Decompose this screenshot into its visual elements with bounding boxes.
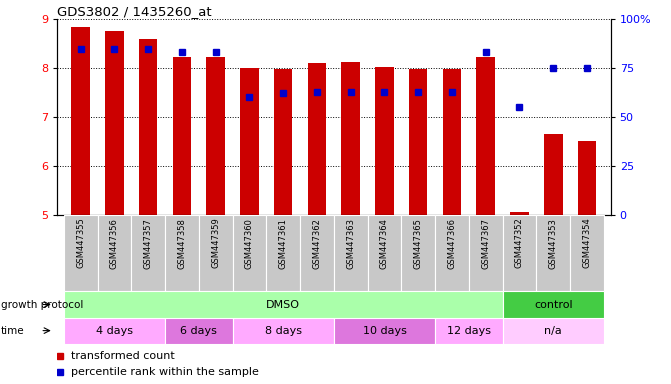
Bar — [71, 26, 90, 215]
Bar — [503, 318, 604, 344]
Text: transformed count: transformed count — [71, 351, 174, 361]
Text: percentile rank within the sample: percentile rank within the sample — [71, 367, 259, 377]
Text: GSM447366: GSM447366 — [448, 218, 456, 269]
Text: GSM447358: GSM447358 — [177, 218, 187, 268]
Bar — [240, 68, 259, 215]
Text: GSM447360: GSM447360 — [245, 218, 254, 268]
Bar — [308, 63, 326, 215]
Text: growth protocol: growth protocol — [1, 300, 83, 310]
Text: n/a: n/a — [544, 326, 562, 336]
Text: GSM447355: GSM447355 — [76, 218, 85, 268]
Bar — [165, 318, 233, 344]
Bar — [132, 215, 165, 291]
Text: GSM447367: GSM447367 — [481, 218, 491, 269]
Text: 4 days: 4 days — [96, 326, 133, 336]
Text: GSM447362: GSM447362 — [313, 218, 321, 268]
Bar — [105, 31, 123, 215]
Bar — [368, 215, 401, 291]
Bar — [64, 291, 503, 318]
Bar — [207, 57, 225, 215]
Bar — [544, 134, 562, 215]
Bar — [570, 215, 604, 291]
Bar — [375, 67, 394, 215]
Text: control: control — [534, 300, 572, 310]
Bar — [476, 57, 495, 215]
Text: GSM447364: GSM447364 — [380, 218, 389, 268]
Text: GSM447356: GSM447356 — [110, 218, 119, 268]
Text: GSM447357: GSM447357 — [144, 218, 153, 268]
Text: GSM447352: GSM447352 — [515, 218, 524, 268]
Bar — [578, 141, 597, 215]
Text: 8 days: 8 days — [264, 326, 302, 336]
Text: GSM447353: GSM447353 — [549, 218, 558, 268]
Bar — [172, 57, 191, 215]
Bar — [503, 291, 604, 318]
Bar — [300, 215, 334, 291]
Bar — [274, 69, 293, 215]
Text: GSM447359: GSM447359 — [211, 218, 220, 268]
Bar — [233, 215, 266, 291]
Text: 10 days: 10 days — [362, 326, 407, 336]
Bar — [409, 69, 427, 215]
Bar — [401, 215, 435, 291]
Bar — [334, 215, 368, 291]
Bar — [199, 215, 233, 291]
Bar — [139, 39, 158, 215]
Bar — [97, 215, 132, 291]
Bar — [64, 215, 97, 291]
Text: GSM447363: GSM447363 — [346, 218, 355, 269]
Bar — [536, 215, 570, 291]
Text: GDS3802 / 1435260_at: GDS3802 / 1435260_at — [57, 5, 211, 18]
Bar — [342, 62, 360, 215]
Bar — [334, 318, 435, 344]
Bar — [435, 215, 469, 291]
Text: 12 days: 12 days — [447, 326, 491, 336]
Text: GSM447361: GSM447361 — [278, 218, 288, 268]
Text: time: time — [1, 326, 24, 336]
Bar — [64, 318, 165, 344]
Text: DMSO: DMSO — [266, 300, 300, 310]
Text: GSM447354: GSM447354 — [582, 218, 591, 268]
Bar — [233, 318, 334, 344]
Bar — [165, 215, 199, 291]
Text: 6 days: 6 days — [180, 326, 217, 336]
Bar — [266, 215, 300, 291]
Bar — [443, 69, 461, 215]
Text: GSM447365: GSM447365 — [414, 218, 423, 268]
Bar — [510, 212, 529, 215]
Bar — [469, 215, 503, 291]
Bar — [435, 318, 503, 344]
Bar — [503, 215, 536, 291]
